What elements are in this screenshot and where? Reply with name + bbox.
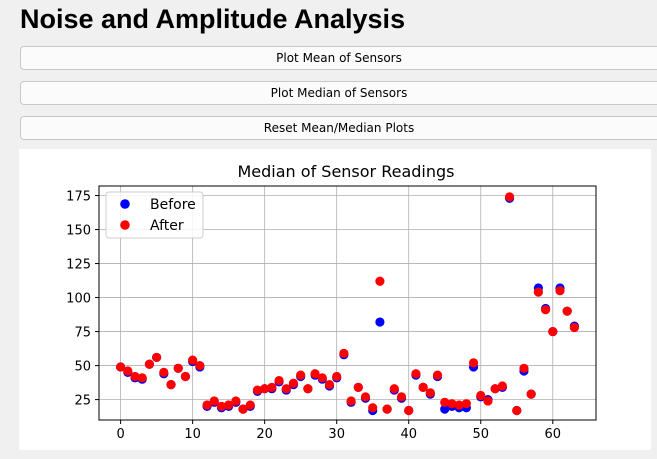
point-after (346, 396, 356, 406)
legend-marker-after (120, 220, 130, 230)
y-tick-label: 100 (66, 292, 91, 307)
point-after (296, 370, 306, 380)
point-after (188, 355, 198, 365)
point-after (144, 359, 155, 369)
point-after (526, 389, 536, 399)
point-after (180, 371, 191, 382)
point-after (116, 362, 126, 372)
point-after (332, 371, 342, 382)
point-after (555, 286, 565, 296)
x-tick-label: 40 (400, 427, 417, 442)
point-after (137, 373, 147, 383)
x-tick-label: 0 (116, 427, 124, 442)
legend-label-before: Before (150, 197, 196, 213)
point-after (159, 367, 169, 377)
point-after (152, 352, 162, 363)
point-after (209, 396, 219, 406)
point-before (440, 404, 450, 414)
x-tick-label: 10 (184, 427, 201, 442)
point-after (195, 360, 205, 371)
point-after (360, 392, 371, 402)
point-after (368, 403, 378, 413)
point-after (353, 382, 363, 392)
point-after (468, 358, 479, 368)
plot-mean-button[interactable]: Plot Mean of Sensors (20, 46, 657, 70)
x-tick-label: 50 (472, 427, 489, 442)
point-after (303, 384, 313, 394)
reset-plots-button[interactable]: Reset Mean/Median Plots (20, 116, 657, 140)
point-after (260, 384, 270, 394)
point-after (130, 371, 140, 382)
point-after (454, 400, 464, 410)
point-after (512, 405, 522, 416)
point-after (224, 400, 234, 410)
point-after (274, 375, 284, 386)
plot-panel: Median of Sensor Readings 0 10 20 30 40 50 60 2… (19, 149, 651, 450)
point-after (267, 382, 277, 392)
point-after (483, 396, 493, 406)
x-tick-label: 60 (545, 427, 562, 442)
point-after (519, 363, 529, 373)
point-after (447, 399, 457, 409)
point-after (310, 369, 320, 379)
point-after (202, 400, 212, 410)
y-tick-label: 150 (66, 224, 91, 239)
point-after (497, 381, 507, 391)
point-after (533, 287, 543, 297)
plot-median-button[interactable]: Plot Median of Sensors (20, 81, 657, 105)
point-after (432, 370, 443, 380)
point-after (375, 276, 385, 286)
point-after (389, 384, 399, 394)
chart-legend: Before After (105, 191, 204, 239)
y-tick-label: 75 (74, 326, 91, 341)
y-tick-label: 25 (74, 394, 91, 409)
point-after (281, 384, 291, 394)
point-after (173, 363, 183, 373)
point-after (411, 369, 421, 379)
point-after (231, 396, 241, 406)
point-after (216, 401, 227, 411)
point-after (490, 384, 500, 394)
point-after (461, 399, 471, 409)
point-after (288, 378, 299, 388)
point-after (440, 397, 450, 407)
point-after (404, 405, 414, 416)
point-after (569, 322, 579, 333)
point-after (562, 306, 572, 316)
x-tick-label: 30 (328, 427, 345, 442)
point-after (166, 380, 176, 390)
y-tick-label: 50 (74, 360, 91, 375)
point-after (238, 404, 248, 414)
legend-marker-before (120, 199, 130, 209)
point-after (548, 326, 558, 337)
point-after (245, 400, 255, 410)
legend-label-after: After (150, 218, 184, 234)
point-after (418, 382, 428, 392)
point-after (252, 385, 263, 395)
median-scatter-chart: Median of Sensor Readings 0 10 20 30 40 50 60 2… (66, 162, 597, 442)
point-before (375, 317, 385, 327)
chart-title: Median of Sensor Readings (238, 162, 455, 181)
x-tick-label: 20 (256, 427, 273, 442)
point-after (317, 373, 327, 383)
point-after (425, 388, 435, 398)
point-after (504, 192, 515, 202)
page-title: Noise and Amplitude Analysis (20, 4, 406, 34)
point-after (540, 305, 551, 315)
point-after (476, 390, 486, 401)
point-after (324, 380, 335, 390)
point-after (382, 404, 392, 414)
y-tick-label: 175 (66, 190, 91, 205)
point-after (339, 348, 349, 358)
point-after (396, 392, 407, 402)
y-tick-label: 125 (66, 258, 91, 273)
plot-frame (98, 185, 597, 421)
point-after (123, 366, 133, 376)
